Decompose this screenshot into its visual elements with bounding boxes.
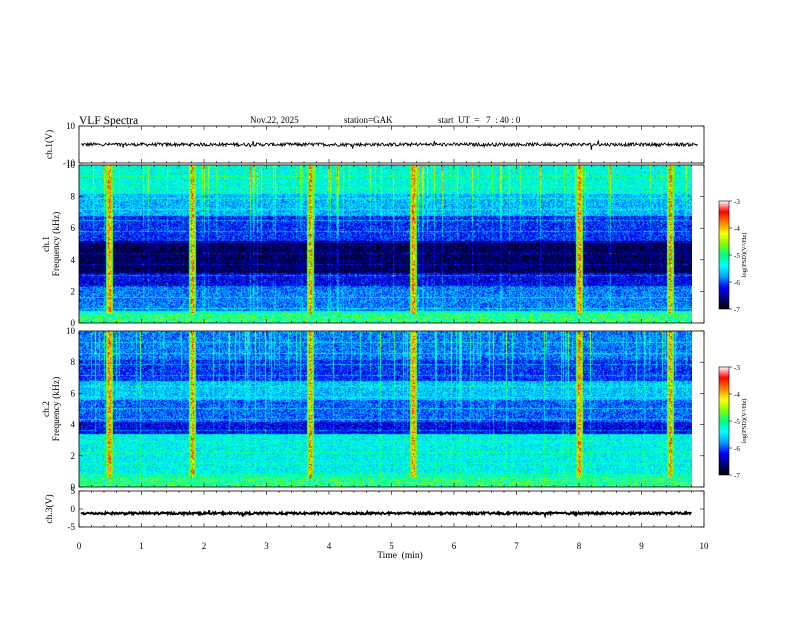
ch2-spectrogram-colorbar [718, 366, 730, 476]
ch3-waveform-frame [78, 490, 705, 528]
x-tick-label: 3 [264, 541, 269, 551]
panel3-ylabel: ch.3(V) [44, 494, 55, 523]
ch1-spectrogram-colorbar-tick-label: -6 [734, 279, 740, 287]
ch1-spectrogram-colorbar-tick-label: -5 [734, 252, 740, 260]
x-tick-label: 9 [639, 541, 644, 551]
panel0-ytick-label: 10 [66, 121, 76, 131]
ch3-waveform-trace [80, 509, 692, 519]
x-tick-label: 0 [77, 541, 82, 551]
ch1-spectrogram-image [79, 165, 692, 323]
panel1-ytick-label: 0 [71, 318, 76, 328]
x-tick-label: 10 [700, 541, 710, 551]
panel1-ylabel: ch.1 [42, 236, 52, 252]
panel2-ytick-label: 2 [71, 451, 76, 461]
panel2-ytick-label: 8 [71, 357, 76, 367]
ch1-spectrogram-colorbar-tick-label: -7 [734, 306, 740, 314]
x-tick-label: 6 [452, 541, 457, 551]
ch2-spectrogram-colorbar-tick-label: -7 [734, 472, 740, 480]
x-tick-label: 1 [139, 541, 144, 551]
ch2-spectrogram-panel: 0 2 4 6 8 10 ch.2 Frequency (kHz) -3 -4 -5 -6 -7 log(… [42, 326, 748, 492]
x-tick-label: 2 [202, 541, 207, 551]
panel3-ytick-label: 0 [71, 504, 76, 514]
panel2-ytick-label: 6 [71, 388, 76, 398]
ch1-spectrogram-colorbar-label: log(PSD)(V²/Hz) [741, 233, 748, 278]
ch1-spectrogram-panel: 0 2 4 6 8 10 ch.1 Frequency (kHz) -3 -4 -5 -6 -7 log(… [42, 160, 748, 328]
ch2-spectrogram-colorbar-tick-label: -6 [734, 445, 740, 453]
ch1-waveform-trace [80, 140, 698, 150]
panel1-ylabel: Frequency (kHz) [51, 212, 62, 277]
ch2-spectrogram-image [79, 331, 692, 487]
date-label: Nov.22, 2025 [250, 115, 299, 125]
x-tick-label: 8 [577, 541, 582, 551]
station-label: station=GAK [344, 115, 393, 125]
ch2-spectrogram-colorbar-tick-label: -4 [734, 391, 740, 399]
x-tick-label: 4 [327, 541, 332, 551]
ch2-spectrogram-colorbar-tick-label: -3 [734, 364, 740, 372]
panel2-ylabel: ch.2 [42, 401, 52, 417]
panel3-ytick-label: -5 [68, 522, 76, 532]
panel3-ytick-label: 5 [71, 486, 76, 496]
ch1-spectrogram-colorbar-tick-label: -3 [734, 198, 740, 206]
panel0-ytick-label: -10 [63, 158, 75, 168]
ch1-spectrogram-colorbar-tick-label: -4 [734, 225, 740, 233]
x-axis-label: Time (min) [377, 550, 423, 561]
ch2-spectrogram-colorbar-label: log(PSD)(V²/Hz) [741, 399, 748, 444]
start-ut-label: start UT = 7 : 40 : 0 [438, 115, 521, 125]
panel2-ytick-label: 10 [66, 326, 76, 336]
x-tick-label: 5 [389, 541, 394, 551]
ch2-spectrogram-colorbar-tick-label: -5 [734, 418, 740, 426]
panel1-ytick-label: 8 [71, 192, 76, 202]
panel2-ylabel: Frequency (kHz) [51, 377, 62, 442]
ch3-waveform-panel: 5 0 -5 ch.3(V) [44, 486, 705, 532]
figure-title: VLF Spectra [79, 115, 138, 127]
panel1-ytick-label: 10 [66, 160, 76, 170]
panel2-ytick-label: 0 [71, 482, 76, 492]
panel1-ytick-label: 6 [71, 223, 76, 233]
panel2-ytick-label: 4 [71, 420, 76, 430]
panel0-ylabel: ch.1(V) [44, 130, 55, 159]
x-tick-label: 7 [514, 541, 519, 551]
ch1-spectrogram-colorbar [718, 200, 730, 310]
panel1-ytick-label: 2 [71, 286, 76, 296]
panel1-ytick-label: 4 [71, 255, 76, 265]
